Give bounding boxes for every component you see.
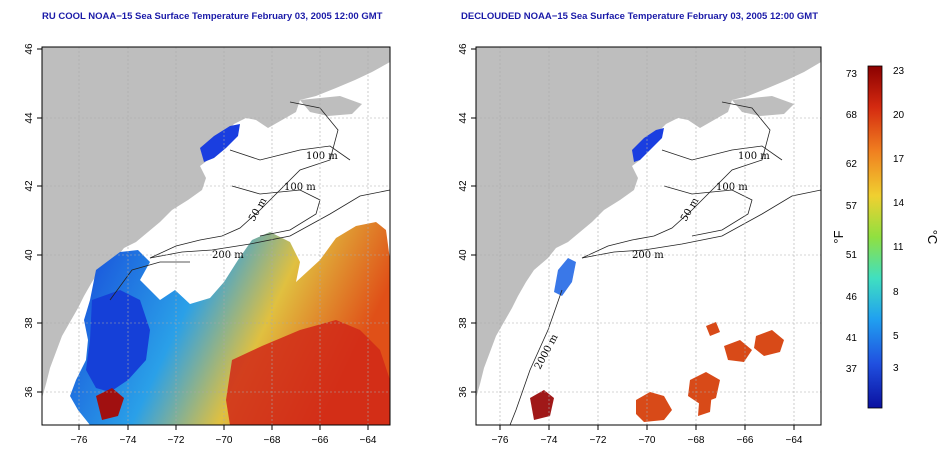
sst-patch — [632, 128, 664, 162]
contour-label: 100 m — [738, 151, 770, 162]
lon-tick: −68 — [264, 435, 281, 446]
map-2-grid — [476, 47, 821, 425]
colorbar-gradient — [867, 65, 883, 409]
f-tick: 51 — [846, 250, 858, 261]
lon-tick: −74 — [120, 435, 137, 446]
land-nova-scotia — [732, 96, 794, 116]
lat-tick: 38 — [24, 317, 35, 329]
lat-tick: 44 — [24, 112, 35, 124]
c-tick: 11 — [893, 242, 904, 253]
lat-tick: 46 — [24, 43, 35, 55]
contour-label: 100 m — [306, 151, 338, 162]
sst-patch — [554, 258, 576, 296]
c-tick: 3 — [893, 363, 899, 374]
lon-tick: −66 — [737, 435, 754, 446]
f-tick: 46 — [846, 292, 858, 303]
lon-tick: −64 — [786, 435, 803, 446]
map-1-frame — [41, 46, 391, 426]
map-2: 100 m 100 m 50 m 200 m 2000 m — [458, 43, 822, 446]
celsius-label: °C — [925, 230, 940, 245]
contour-label: 200 m — [212, 250, 244, 261]
f-tick: 57 — [846, 201, 858, 212]
contour-label: 200 m — [632, 250, 664, 261]
c-tick: 23 — [893, 66, 905, 77]
lat-tick: 38 — [458, 317, 469, 329]
lon-tick: −72 — [590, 435, 607, 446]
lat-tick: 44 — [458, 112, 469, 124]
lat-tick: 40 — [24, 249, 35, 261]
lat-tick: 42 — [458, 180, 469, 192]
fahrenheit-scale: 73 68 62 57 51 46 41 37 — [846, 69, 858, 375]
map-2-frame — [475, 46, 822, 426]
c-tick: 14 — [893, 198, 905, 209]
lat-tick: 42 — [24, 180, 35, 192]
f-tick: 37 — [846, 364, 858, 375]
sst-patch — [200, 124, 240, 162]
lon-tick: −74 — [541, 435, 558, 446]
c-tick: 17 — [893, 154, 905, 165]
map-1: 100 m 100 m 50 m 200 m — [24, 43, 391, 446]
bathymetry-contours — [509, 101, 821, 425]
c-tick: 20 — [893, 110, 905, 121]
map-2-title: DECLOUDED NOAA−15 Sea Surface Temperatur… — [461, 11, 819, 22]
sst-warm-zone — [226, 320, 390, 425]
lon-tick: −66 — [312, 435, 329, 446]
lon-tick: −70 — [639, 435, 656, 446]
lat-tick: 36 — [458, 386, 469, 398]
f-tick: 62 — [846, 159, 858, 170]
map-1-grid — [42, 47, 390, 425]
lon-tick: −76 — [492, 435, 509, 446]
contour-label: 100 m — [284, 182, 316, 193]
sst-warm-spot — [96, 388, 124, 420]
colorbar: 73 68 62 57 51 46 41 37 23 20 17 14 11 8… — [831, 65, 940, 409]
sst-cold-zone — [86, 290, 150, 392]
f-tick: 73 — [846, 69, 858, 80]
lon-tick: −70 — [216, 435, 233, 446]
lon-tick: −76 — [71, 435, 88, 446]
lon-tick: −72 — [168, 435, 185, 446]
celsius-scale: 23 20 17 14 11 8 5 3 — [893, 66, 905, 374]
lat-tick: 46 — [458, 43, 469, 55]
land-mass — [476, 47, 821, 398]
lat-tick: 40 — [458, 249, 469, 261]
c-tick: 8 — [893, 287, 899, 298]
f-tick: 68 — [846, 110, 858, 121]
map-1-title: RU COOL NOAA−15 Sea Surface Temperature … — [42, 11, 383, 22]
sst-warm-spot — [530, 390, 554, 420]
contour-label: 100 m — [716, 182, 748, 193]
lat-tick: 36 — [24, 386, 35, 398]
f-tick: 41 — [846, 333, 858, 344]
lon-tick: −68 — [688, 435, 705, 446]
c-tick: 5 — [893, 331, 899, 342]
land-mass — [42, 47, 390, 398]
land-nova-scotia — [300, 96, 362, 116]
lon-tick: −64 — [360, 435, 377, 446]
fahrenheit-label: °F — [831, 230, 846, 243]
